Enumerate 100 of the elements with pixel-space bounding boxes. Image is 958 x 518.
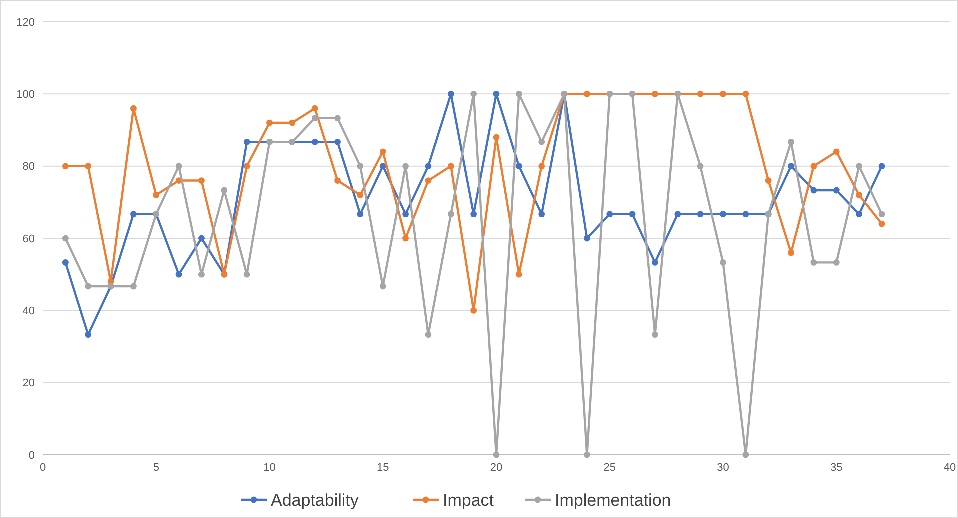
point <box>697 211 704 218</box>
point <box>85 332 92 338</box>
x-tick-label: 5 <box>153 462 160 474</box>
x-tick-label: 35 <box>830 462 843 474</box>
point <box>856 163 862 170</box>
point <box>402 163 409 170</box>
point <box>470 90 478 98</box>
y-tick-label: 0 <box>28 450 35 462</box>
point <box>244 138 250 146</box>
x-tick-label: 30 <box>717 462 730 474</box>
point <box>312 138 318 146</box>
y-tick-label: 120 <box>16 16 35 29</box>
point <box>788 138 794 146</box>
point <box>538 163 546 170</box>
y-tick-label: 60 <box>22 233 35 246</box>
x-tick-label: 15 <box>377 462 390 474</box>
point <box>742 90 750 98</box>
point <box>493 90 500 98</box>
x-tick-label: 0 <box>40 462 46 474</box>
point <box>584 90 590 98</box>
point <box>470 307 478 314</box>
point <box>856 211 862 218</box>
point <box>176 163 182 170</box>
point <box>652 332 658 338</box>
point <box>357 211 364 218</box>
x-tick-label: 25 <box>604 462 616 474</box>
point <box>176 271 182 278</box>
point <box>402 211 409 218</box>
point <box>493 452 500 458</box>
point <box>357 192 364 198</box>
point <box>516 90 522 98</box>
point <box>606 211 614 218</box>
point <box>334 178 341 184</box>
point <box>380 163 386 170</box>
point <box>878 163 886 170</box>
point <box>810 187 818 194</box>
point <box>130 283 137 290</box>
point <box>516 271 522 278</box>
point <box>674 211 682 218</box>
point <box>221 187 228 194</box>
point <box>425 163 432 170</box>
point <box>629 211 636 218</box>
legend-label: Implementation <box>555 490 672 510</box>
point <box>85 283 92 290</box>
point <box>697 163 704 170</box>
point <box>538 211 546 218</box>
point <box>584 452 590 458</box>
point <box>810 163 818 170</box>
point <box>334 115 341 122</box>
y-tick-label: 20 <box>22 378 35 390</box>
point <box>198 235 205 242</box>
point <box>788 163 794 170</box>
point <box>62 235 69 242</box>
point <box>720 259 726 266</box>
point <box>85 163 92 170</box>
point <box>334 138 341 146</box>
point <box>470 211 478 218</box>
point <box>380 283 386 290</box>
point <box>697 90 704 98</box>
point <box>856 192 862 198</box>
y-tick-label: 100 <box>16 89 35 102</box>
x-tick-label: 20 <box>490 462 503 474</box>
point <box>584 235 590 242</box>
point <box>833 148 840 156</box>
point <box>720 211 726 218</box>
point <box>878 211 886 218</box>
x-tick-label: 10 <box>264 462 276 474</box>
point <box>198 271 205 278</box>
point <box>425 332 432 338</box>
y-tick-label: 40 <box>22 306 35 318</box>
point <box>153 192 160 198</box>
point <box>742 211 750 218</box>
point <box>878 220 886 228</box>
point <box>810 259 818 266</box>
x-tick-label: 40 <box>944 462 956 474</box>
point <box>198 178 205 184</box>
point <box>720 90 726 98</box>
point <box>130 105 137 112</box>
point <box>765 178 772 184</box>
legend-label: Impact <box>443 490 494 510</box>
point <box>62 259 69 266</box>
point <box>266 120 273 126</box>
point <box>244 271 250 278</box>
point <box>833 259 840 266</box>
point <box>244 163 250 170</box>
point <box>380 148 386 156</box>
point <box>448 90 454 98</box>
point <box>312 105 318 112</box>
point <box>652 90 658 98</box>
point <box>493 134 500 141</box>
point <box>448 211 454 218</box>
point <box>402 235 409 242</box>
point <box>312 115 318 122</box>
point <box>652 259 658 266</box>
point <box>788 250 794 256</box>
point <box>833 187 840 194</box>
point <box>425 178 432 184</box>
point <box>62 163 69 170</box>
point <box>357 163 364 170</box>
legend-label: Adaptability <box>271 490 360 510</box>
